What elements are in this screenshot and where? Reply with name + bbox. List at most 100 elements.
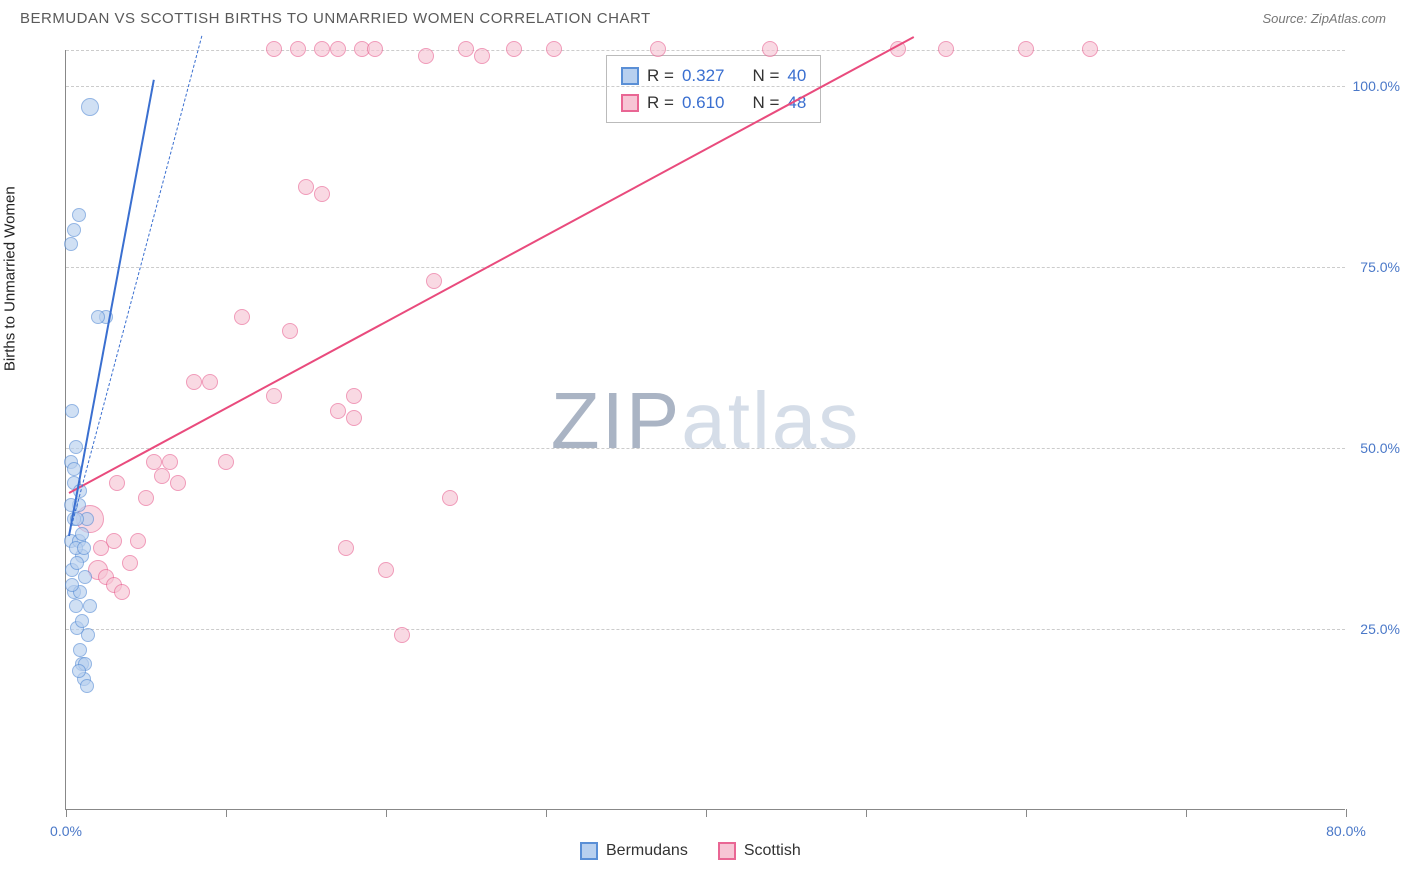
x-tick <box>706 809 707 817</box>
data-point <box>69 440 83 454</box>
data-point <box>290 41 306 57</box>
legend-swatch <box>621 94 639 112</box>
legend-swatch <box>718 842 736 860</box>
data-point <box>338 540 354 556</box>
y-tick-label: 100.0% <box>1353 78 1400 94</box>
data-point <box>346 388 362 404</box>
legend-label: Bermudans <box>606 842 688 860</box>
data-point <box>186 374 202 390</box>
watermark-part2: atlas <box>681 375 860 464</box>
n-label: N = <box>752 62 779 89</box>
data-point <box>73 643 87 657</box>
data-point <box>330 41 346 57</box>
data-point <box>546 41 562 57</box>
data-point <box>282 323 298 339</box>
data-point <box>266 41 282 57</box>
x-tick <box>66 809 67 817</box>
x-tick <box>226 809 227 817</box>
chart-title: BERMUDAN VS SCOTTISH BIRTHS TO UNMARRIED… <box>20 10 651 27</box>
x-tick <box>866 809 867 817</box>
data-point <box>314 186 330 202</box>
trend-line <box>69 36 915 494</box>
legend-swatch <box>621 67 639 85</box>
source-label: Source: ZipAtlas.com <box>1262 11 1386 26</box>
y-tick-label: 50.0% <box>1360 440 1400 456</box>
data-point <box>146 454 162 470</box>
data-point <box>266 388 282 404</box>
watermark: ZIPatlas <box>551 374 860 466</box>
data-point <box>122 555 138 571</box>
x-tick <box>1186 809 1187 817</box>
data-point <box>72 208 86 222</box>
data-point <box>418 48 434 64</box>
legend-item: Scottish <box>718 842 801 860</box>
data-point <box>138 490 154 506</box>
data-point <box>69 599 83 613</box>
data-point <box>64 237 78 251</box>
x-tick <box>1346 809 1347 817</box>
data-point <box>378 562 394 578</box>
data-point <box>218 454 234 470</box>
legend-label: Scottish <box>744 842 801 860</box>
watermark-part1: ZIP <box>551 375 681 464</box>
r-label: R = <box>647 62 674 89</box>
data-point <box>75 527 89 541</box>
legend-row: R =0.610N =48 <box>621 89 806 116</box>
data-point <box>1018 41 1034 57</box>
data-point <box>130 533 146 549</box>
data-point <box>762 41 778 57</box>
data-point <box>81 628 95 642</box>
data-point <box>106 533 122 549</box>
x-tick <box>386 809 387 817</box>
data-point <box>330 403 346 419</box>
data-point <box>80 679 94 693</box>
data-point <box>91 310 105 324</box>
data-point <box>65 578 79 592</box>
legend-item: Bermudans <box>580 842 688 860</box>
x-tick-label: 80.0% <box>1326 823 1366 839</box>
data-point <box>78 570 92 584</box>
x-tick <box>1026 809 1027 817</box>
data-point <box>506 41 522 57</box>
data-point <box>75 614 89 628</box>
gridline <box>66 267 1345 268</box>
data-point <box>70 556 84 570</box>
x-tick-label: 0.0% <box>50 823 82 839</box>
chart-area: Births to Unmarried Women ZIPatlas R =0.… <box>20 40 1386 870</box>
data-point <box>170 475 186 491</box>
y-axis-label: Births to Unmarried Women <box>2 186 19 371</box>
x-tick <box>546 809 547 817</box>
correlation-legend: R =0.327N =40R =0.610N =48 <box>606 55 821 123</box>
data-point <box>162 454 178 470</box>
data-point <box>67 223 81 237</box>
data-point <box>77 541 91 555</box>
n-value: 40 <box>787 62 806 89</box>
data-point <box>109 475 125 491</box>
data-point <box>314 41 330 57</box>
plot-area: ZIPatlas R =0.327N =40R =0.610N =48 25.0… <box>65 50 1345 810</box>
data-point <box>938 41 954 57</box>
data-point <box>298 179 314 195</box>
data-point <box>394 627 410 643</box>
data-point <box>234 309 250 325</box>
data-point <box>154 468 170 484</box>
series-legend: Bermudans Scottish <box>580 842 801 860</box>
data-point <box>650 41 666 57</box>
data-point <box>474 48 490 64</box>
data-point <box>458 41 474 57</box>
y-tick-label: 75.0% <box>1360 259 1400 275</box>
legend-row: R =0.327N =40 <box>621 62 806 89</box>
data-point <box>442 490 458 506</box>
r-value: 0.610 <box>682 89 725 116</box>
gridline <box>66 448 1345 449</box>
legend-swatch <box>580 842 598 860</box>
y-tick-label: 25.0% <box>1360 621 1400 637</box>
data-point <box>202 374 218 390</box>
data-point <box>65 404 79 418</box>
data-point <box>81 98 99 116</box>
data-point <box>426 273 442 289</box>
data-point <box>367 41 383 57</box>
data-point <box>72 664 86 678</box>
gridline <box>66 629 1345 630</box>
gridline <box>66 86 1345 87</box>
